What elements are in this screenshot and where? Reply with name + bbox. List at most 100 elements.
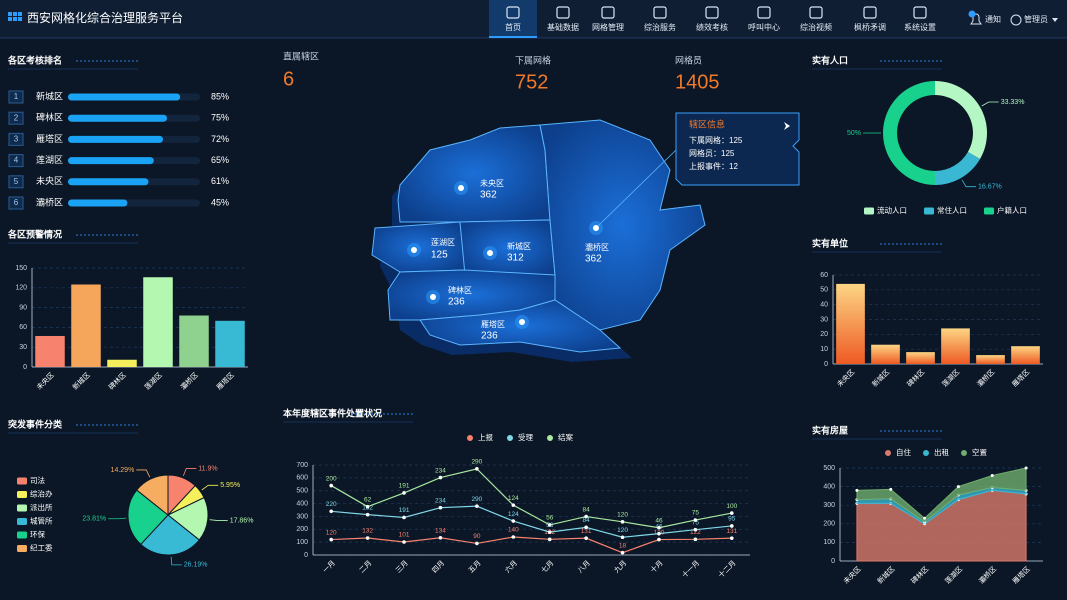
- nav-label[interactable]: 综治服务: [644, 22, 676, 32]
- nav-label[interactable]: 综治视频: [800, 22, 832, 32]
- bar: [215, 320, 245, 367]
- y-tick-label: 30: [19, 344, 27, 351]
- point: [693, 518, 698, 522]
- district-value: 236: [481, 331, 498, 342]
- nav-label[interactable]: 绩效考核: [696, 22, 728, 32]
- data-label: 46: [655, 517, 663, 524]
- nav-icon[interactable]: [601, 6, 615, 19]
- legend-label[interactable]: 户籍人口: [997, 205, 1027, 215]
- legend-label[interactable]: 上报: [478, 432, 493, 442]
- nav-icon[interactable]: [556, 6, 570, 19]
- data-label: 200: [326, 475, 337, 482]
- legend-swatch[interactable]: [923, 450, 929, 456]
- legend-label[interactable]: 综治办: [30, 488, 53, 498]
- rank-value: 75%: [211, 113, 229, 123]
- legend-label[interactable]: 受理: [518, 432, 533, 442]
- rank-value: 65%: [211, 155, 229, 165]
- bar: [107, 359, 137, 367]
- data-label: 234: [435, 497, 446, 504]
- data-label: 17.86%: [230, 517, 254, 524]
- nav-icon[interactable]: [863, 6, 877, 19]
- nav-icon[interactable]: [809, 6, 823, 19]
- legend-label[interactable]: 常住人口: [937, 205, 967, 215]
- rank-bar: [68, 93, 181, 101]
- leader-line: [961, 179, 977, 188]
- line: [330, 468, 732, 529]
- nav-icon[interactable]: [913, 6, 927, 19]
- map-markers: [407, 181, 603, 329]
- rank-name: 莲湖区: [36, 154, 63, 165]
- legend-swatch[interactable]: [961, 450, 967, 456]
- y-tick-label: 30: [820, 316, 828, 323]
- legend-swatch[interactable]: [864, 207, 874, 215]
- legend-swatch[interactable]: [924, 207, 934, 215]
- nav-label[interactable]: 呼叫中心: [748, 22, 780, 32]
- y-tick-label: 20: [820, 331, 828, 338]
- legend-label[interactable]: 出租: [934, 447, 949, 457]
- user-icon[interactable]: [1010, 14, 1022, 26]
- legend-label[interactable]: 结案: [558, 432, 573, 442]
- nav-icon[interactable]: [705, 6, 719, 19]
- notice-link[interactable]: 通知: [985, 14, 1001, 24]
- legend-label[interactable]: 空置: [972, 447, 987, 457]
- popup-arrow[interactable]: [784, 122, 790, 130]
- point: [620, 520, 625, 524]
- data-label: 140: [508, 527, 519, 534]
- notice-icon[interactable]: [968, 10, 982, 25]
- legend-label[interactable]: 城管所: [30, 515, 53, 525]
- point: [475, 504, 479, 508]
- y-tick-label: 700: [296, 462, 308, 469]
- slice: [136, 474, 169, 517]
- nav-icon[interactable]: [653, 6, 667, 19]
- point: [547, 523, 552, 527]
- nav-icon[interactable]: [757, 6, 771, 19]
- data-label: 220: [326, 501, 337, 508]
- legend-swatch[interactable]: [984, 207, 994, 215]
- point: [511, 503, 516, 507]
- data-label: 18: [619, 542, 627, 549]
- data-label: 75: [692, 519, 700, 526]
- legend-swatch[interactable]: [547, 435, 553, 441]
- rank-number: 2: [14, 113, 19, 122]
- y-tick-label: 600: [296, 475, 308, 482]
- legend-label[interactable]: 司法: [30, 475, 45, 485]
- data-label: 120: [617, 527, 628, 534]
- legend-swatch[interactable]: [507, 435, 513, 441]
- nav-label[interactable]: 首页: [505, 22, 521, 32]
- point: [889, 487, 893, 491]
- nav-label[interactable]: 基础数据: [547, 22, 579, 32]
- legend-swatch[interactable]: [17, 518, 27, 525]
- rank-box: [8, 132, 24, 146]
- data-label: 5.95%: [220, 482, 240, 489]
- district-area[interactable]: [539, 119, 706, 331]
- rank-box: [8, 175, 24, 189]
- legend-swatch[interactable]: [17, 504, 27, 512]
- district-name: 未央区: [480, 178, 504, 188]
- data-label: 120: [326, 529, 337, 536]
- legend-swatch[interactable]: [17, 491, 27, 498]
- legend-label[interactable]: 流动人口: [877, 205, 907, 215]
- nav-label[interactable]: 系统设置: [904, 22, 936, 32]
- legend-label[interactable]: 纪工委: [30, 542, 53, 552]
- section-title: 实有房屋: [812, 424, 848, 435]
- rank-number: 4: [14, 156, 19, 165]
- legend-swatch[interactable]: [17, 477, 27, 485]
- nav-icon[interactable]: [506, 6, 520, 19]
- y-tick-label: 300: [296, 513, 308, 520]
- user-menu[interactable]: 管理员: [1024, 14, 1048, 24]
- nav-label[interactable]: 枫桥矛调: [854, 22, 886, 32]
- district-value: 312: [507, 253, 524, 264]
- bar: [35, 335, 65, 367]
- legend-swatch[interactable]: [467, 435, 473, 441]
- legend-swatch[interactable]: [17, 531, 27, 539]
- legend-swatch[interactable]: [17, 545, 27, 552]
- legend-swatch[interactable]: [885, 450, 891, 456]
- user-caret[interactable]: [1052, 18, 1058, 22]
- nav-label[interactable]: 网格管理: [592, 22, 624, 32]
- legend-label[interactable]: 环保: [30, 530, 45, 539]
- legend-label[interactable]: 自住: [896, 447, 911, 457]
- point: [657, 531, 661, 536]
- legend-label[interactable]: 派出所: [30, 502, 53, 512]
- map-labels: 未央区 362 莲湖区 125 新城区 312 灞桥区 362 碑林区 236 …: [431, 178, 609, 342]
